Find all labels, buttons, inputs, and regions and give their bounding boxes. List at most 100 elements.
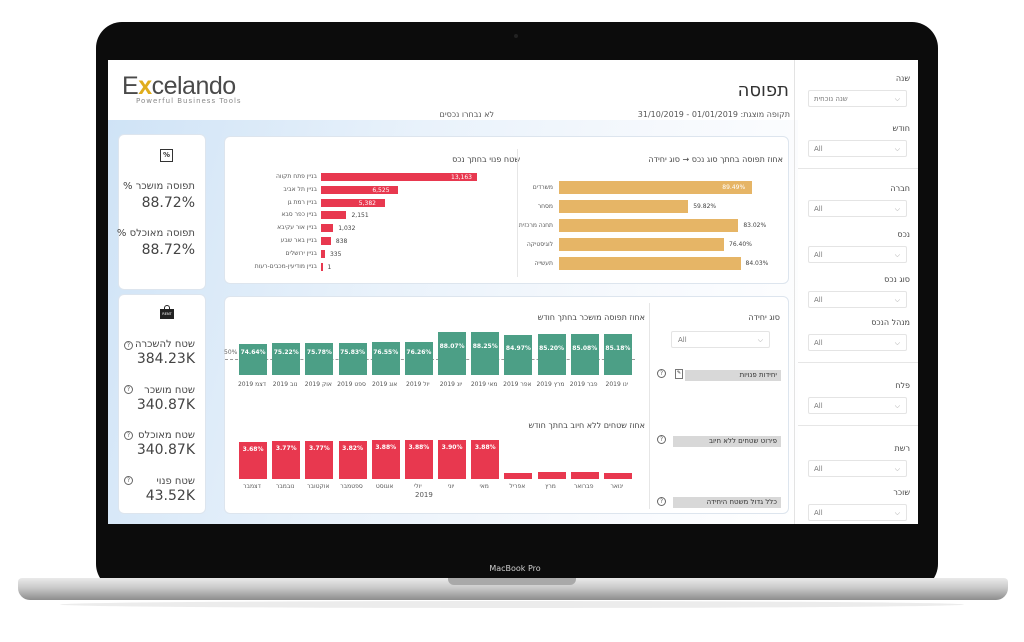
help-icon[interactable]: ?: [124, 431, 133, 440]
filter-dropdown[interactable]: All ⌵: [808, 291, 907, 308]
help-icon[interactable]: ?: [124, 385, 133, 394]
logo-text-celando: celando: [151, 72, 237, 100]
chevron-down-icon: ⌵: [894, 339, 900, 347]
vacant-units-button[interactable]: יחידות פנויות: [685, 370, 781, 381]
bar-label: בניין ירושלים: [285, 249, 317, 257]
occupancy-bar: [559, 238, 725, 251]
filter-title: רשת: [894, 444, 910, 453]
column-value: 3.68%: [242, 446, 264, 454]
occupancy-column: [371, 342, 400, 375]
column-value: 3.77%: [308, 445, 330, 453]
laptop-shadow: [60, 601, 964, 608]
uncharged-column: [404, 440, 433, 479]
uncharged-column: [338, 440, 367, 479]
filter-dropdown[interactable]: All ⌵: [808, 460, 907, 477]
column-label: פברואר: [573, 483, 594, 490]
bar-value: 5,382: [358, 199, 376, 207]
column-label: דצמ 2019: [237, 381, 267, 388]
uncharged-column: [570, 472, 599, 479]
rent-sign-icon: RENT: [159, 305, 175, 321]
column-value: 75.78%: [306, 348, 332, 356]
occupancy-column: [537, 334, 566, 375]
column-label: מרץ 2019: [536, 381, 565, 388]
top-charts-card: שטח פנוי בחתך נכס אחוז תפוסה בחתך סוג נכ…: [224, 136, 789, 284]
filter-value: All: [814, 402, 823, 410]
uncharged-column: [438, 440, 467, 479]
monthly-uncharged-title: אחוז שטחים ללא חיוב בחתך חודש: [528, 421, 645, 430]
kpi-value: 340.87K: [136, 397, 195, 413]
chart-divider: [517, 149, 518, 277]
unit-type-value: All: [678, 336, 687, 344]
column-label: אוגוסט: [375, 483, 394, 490]
help-icon[interactable]: ?: [657, 369, 666, 378]
filter-pane-divider: [794, 60, 795, 524]
column-label: יונ 2019: [439, 381, 463, 388]
column-label: ינואר: [610, 483, 624, 490]
column-label: אוג 2019: [372, 381, 398, 388]
filter-dropdown[interactable]: All ⌵: [808, 140, 907, 157]
chevron-down-icon: ⌵: [894, 465, 900, 473]
percent-icon: %: [160, 149, 173, 162]
kpi-card-occupancy: % % תפוסה מושכר 88.72% % תפוסה מאוכלס 88…: [116, 134, 206, 290]
free-area-bar: [321, 249, 325, 258]
uncharged-column: [471, 440, 500, 479]
filter-dropdown[interactable]: שנה נוכחית ⌵: [808, 90, 907, 107]
help-icon[interactable]: ?: [124, 476, 133, 485]
column-label: ספטמבר: [340, 483, 363, 490]
column-label: אוק 2019: [304, 381, 332, 388]
free-area-bar: [321, 173, 477, 181]
column-label: מרץ: [545, 483, 556, 490]
occupancy-column: [239, 343, 268, 375]
filter-dropdown[interactable]: All ⌵: [808, 200, 907, 217]
bar-label: תעשייה: [534, 260, 553, 267]
filter-dropdown[interactable]: All ⌵: [808, 334, 907, 351]
filter-dropdown[interactable]: All ⌵: [808, 246, 907, 263]
occupancy-column: [471, 331, 500, 375]
uncharged-column: [603, 473, 632, 479]
column-label: פבר 2019: [569, 381, 598, 388]
free-area-bar: [321, 237, 331, 245]
bar-label: בניין תל אביב: [283, 185, 317, 193]
chevron-down-icon: ⌵: [757, 336, 763, 344]
column-label: ינו 2019: [605, 381, 629, 388]
bar-value: 83.02%: [743, 222, 767, 229]
column-value: 85.18%: [605, 344, 631, 352]
uncharged-areas-button[interactable]: פירוט שטחים ללא חיוב: [673, 436, 781, 447]
pencil-icon[interactable]: ✎: [675, 369, 683, 379]
help-icon[interactable]: ?: [124, 341, 133, 350]
bar-value: 2,151: [351, 212, 369, 220]
logo-x-mark: x: [138, 72, 152, 100]
chevron-down-icon: ⌵: [894, 251, 900, 259]
filter-dropdown[interactable]: All ⌵: [808, 397, 907, 414]
rule-larger-than-unit-button[interactable]: כלל גדול משטח היחידה: [673, 497, 781, 508]
laptop-notch: [448, 578, 576, 585]
filter-title: חברה: [890, 184, 910, 193]
column-label: נוב 2019: [272, 381, 298, 388]
column-value: 85.20%: [539, 344, 565, 352]
filter-value: All: [814, 145, 823, 153]
filter-title: חודש: [892, 124, 910, 133]
uncharged-column: [272, 441, 301, 479]
filter-value: All: [814, 339, 823, 347]
column-value: 74.64%: [240, 349, 266, 357]
occupancy-column: [272, 343, 301, 375]
column-label: דצמבר: [243, 483, 261, 490]
unit-type-dropdown[interactable]: All ⌵: [671, 331, 770, 348]
filter-title: נכס: [897, 230, 910, 239]
filter-dropdown[interactable]: All ⌵: [808, 504, 907, 521]
column-label: מאי: [479, 483, 489, 490]
filter-value: שנה נוכחית: [814, 95, 848, 103]
column-value: 3.88%: [474, 444, 496, 452]
free-area-bar: [321, 211, 347, 220]
dashboard-screen: Excelando Powerful Business Tools תפוסה …: [108, 60, 918, 524]
filter-title: מנהל הנכס: [871, 318, 910, 327]
help-icon[interactable]: ?: [657, 435, 666, 444]
bar-label: תחנה מרכזית: [518, 222, 553, 229]
bar-value: 76.40%: [729, 241, 752, 248]
kpi-label: % תפוסה מאוכלס: [116, 228, 195, 239]
filter-pane: שנה שנה נוכחית ⌵ חודש All ⌵ חברה All ⌵ נכס All ⌵ סוג…: [798, 60, 918, 524]
help-icon[interactable]: ?: [657, 497, 666, 506]
column-value: 3.88%: [375, 444, 397, 452]
occupancy-bar: [559, 257, 741, 270]
